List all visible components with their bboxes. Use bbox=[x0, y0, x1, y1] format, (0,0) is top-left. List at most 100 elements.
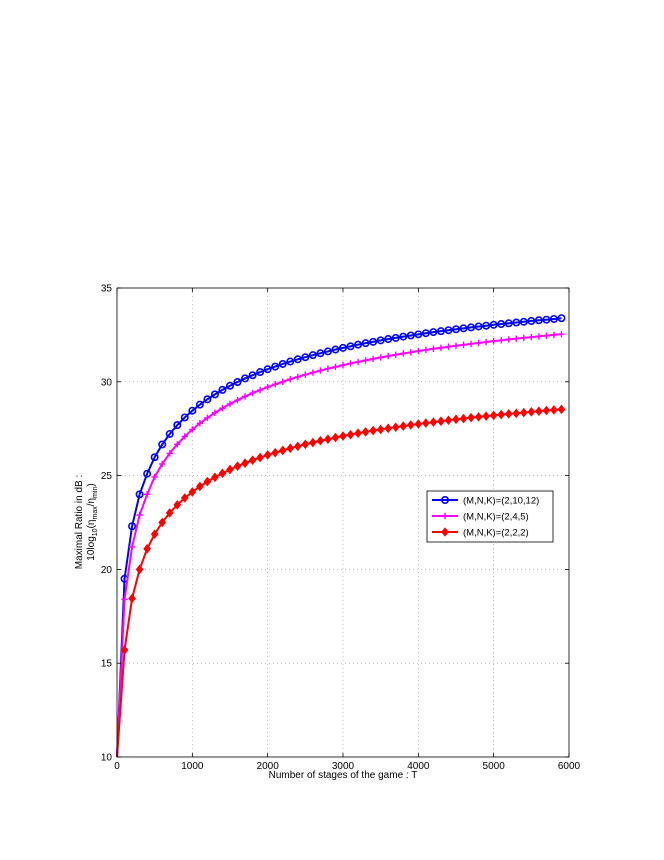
data-point bbox=[324, 365, 332, 372]
data-point bbox=[558, 330, 565, 338]
data-point bbox=[218, 468, 227, 479]
data-point bbox=[489, 320, 498, 329]
data-point bbox=[542, 405, 551, 416]
data-point bbox=[459, 413, 468, 424]
data-point bbox=[414, 330, 423, 339]
data-point bbox=[399, 421, 408, 431]
data-point bbox=[513, 335, 520, 342]
data-point bbox=[180, 413, 189, 422]
data-point bbox=[256, 368, 265, 377]
data-point bbox=[482, 338, 490, 346]
data-point bbox=[196, 420, 204, 427]
data-point bbox=[159, 460, 166, 468]
data-point bbox=[286, 443, 295, 454]
data-point bbox=[504, 319, 513, 328]
y-tick-label: 35 bbox=[101, 284, 113, 295]
data-point bbox=[399, 332, 408, 341]
data-point bbox=[150, 529, 159, 539]
y-label-slash: /η bbox=[86, 498, 97, 506]
data-point bbox=[128, 543, 136, 551]
y-label-close: ) bbox=[86, 483, 97, 486]
legend-label: (M,N,K)=(2,10,12) bbox=[463, 496, 539, 507]
data-point bbox=[233, 461, 242, 472]
data-point bbox=[467, 412, 475, 423]
data-point bbox=[534, 316, 543, 325]
y-axis-label: Maximal Ratio in dB : 10log10(ηmax/ηmin) bbox=[74, 475, 99, 569]
data-point bbox=[542, 315, 551, 324]
data-point bbox=[535, 406, 543, 417]
data-point bbox=[385, 352, 392, 360]
data-point bbox=[241, 458, 249, 469]
data-point bbox=[173, 421, 182, 430]
data-point bbox=[543, 332, 550, 339]
data-point bbox=[429, 328, 438, 337]
data-point bbox=[256, 452, 264, 463]
y-tick-label: 10 bbox=[101, 753, 113, 764]
legend-marker bbox=[441, 512, 449, 520]
data-point bbox=[317, 367, 324, 374]
data-point bbox=[203, 395, 212, 404]
data-point bbox=[301, 439, 310, 450]
data-point bbox=[120, 645, 129, 655]
series-layer bbox=[116, 314, 566, 758]
data-point bbox=[173, 500, 182, 510]
data-point bbox=[338, 343, 347, 352]
y-tick-label: 20 bbox=[101, 565, 113, 576]
data-point bbox=[249, 389, 256, 397]
data-point bbox=[444, 415, 453, 426]
data-point bbox=[347, 360, 354, 367]
data-point bbox=[392, 351, 399, 358]
data-point bbox=[505, 336, 512, 343]
data-point bbox=[278, 445, 287, 456]
data-point bbox=[452, 414, 460, 425]
data-point bbox=[421, 329, 430, 338]
data-point bbox=[467, 323, 476, 332]
data-point bbox=[135, 564, 144, 575]
data-point bbox=[189, 426, 196, 433]
data-point bbox=[512, 318, 521, 327]
y-tick-label: 30 bbox=[101, 377, 113, 388]
data-point bbox=[136, 511, 143, 519]
data-point bbox=[316, 435, 325, 446]
data-point bbox=[211, 409, 219, 416]
data-point bbox=[497, 409, 506, 420]
x-tick-label: 3000 bbox=[332, 761, 355, 772]
data-point bbox=[354, 428, 362, 439]
data-point bbox=[309, 369, 317, 376]
data-point bbox=[180, 493, 189, 503]
data-point bbox=[354, 340, 363, 349]
data-point bbox=[346, 342, 355, 351]
data-point bbox=[272, 381, 279, 388]
ticks: 0 1000 2000 3000 4000 5000 6000 10 15 20 25 30 35 bbox=[101, 284, 581, 773]
data-point bbox=[166, 450, 173, 457]
data-point bbox=[287, 375, 294, 383]
y-label-prefix: 10log bbox=[86, 536, 97, 560]
data-point bbox=[188, 406, 197, 415]
data-point bbox=[422, 346, 430, 354]
data-point bbox=[391, 333, 400, 342]
y-label-open: (η bbox=[86, 520, 97, 529]
data-point bbox=[557, 314, 566, 323]
data-point bbox=[309, 437, 317, 448]
data-point bbox=[467, 340, 475, 348]
data-point bbox=[451, 325, 460, 334]
data-point bbox=[482, 411, 490, 421]
data-point bbox=[302, 371, 309, 378]
data-point bbox=[158, 440, 167, 449]
data-point bbox=[308, 351, 317, 360]
data-point bbox=[429, 417, 438, 427]
data-point bbox=[323, 347, 332, 356]
x-tick-label: 0 bbox=[114, 761, 120, 772]
data-point bbox=[482, 321, 491, 330]
legend: (M,N,K)=(2,10,12) (M,N,K)=(2,4,5) (M,N,K)=… bbox=[426, 490, 554, 543]
data-point bbox=[264, 383, 271, 391]
data-point bbox=[415, 347, 422, 355]
data-point bbox=[550, 405, 558, 415]
data-point bbox=[406, 420, 415, 430]
data-point bbox=[414, 419, 423, 429]
data-point bbox=[361, 427, 370, 437]
x-tick-label: 6000 bbox=[558, 761, 581, 772]
data-point bbox=[263, 450, 272, 460]
data-point bbox=[128, 593, 136, 604]
